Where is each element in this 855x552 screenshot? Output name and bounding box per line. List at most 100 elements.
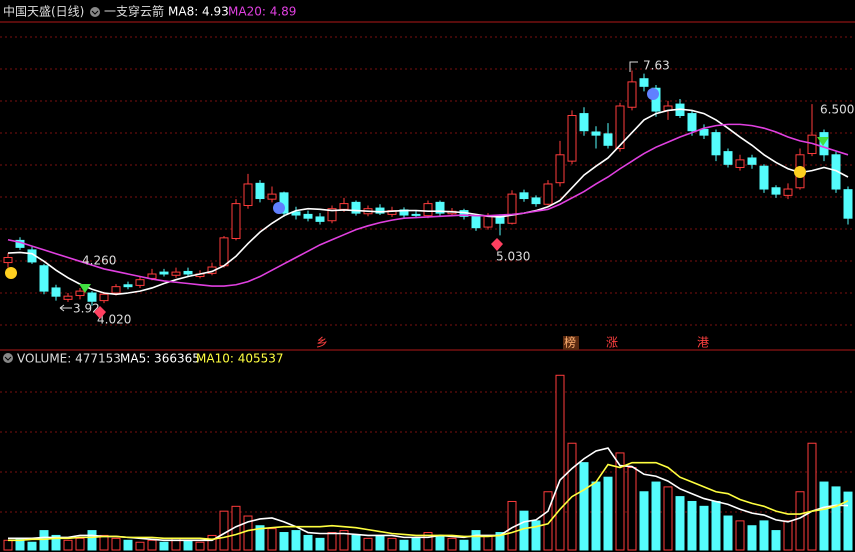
volume-bar — [87, 530, 97, 551]
menu-arrow — [4, 356, 12, 361]
volume-bar — [663, 486, 673, 551]
volume-bar — [495, 532, 505, 551]
candle-body — [579, 113, 589, 132]
volume-bar — [807, 442, 817, 551]
candle-body — [123, 284, 133, 288]
volume-bar — [543, 491, 553, 551]
annotation-arrow — [59, 304, 72, 312]
legend-entry: MA5: 366365 — [120, 352, 200, 366]
volume-bar — [795, 491, 805, 551]
candle-body — [99, 293, 109, 302]
candle-body — [699, 128, 709, 136]
event-marker[interactable]: 榜 — [564, 335, 576, 350]
menu-icon[interactable] — [90, 7, 100, 17]
candle-body — [759, 165, 769, 190]
volume-bar — [591, 481, 601, 551]
event-marker[interactable]: 港 — [697, 336, 709, 350]
volume-bar — [687, 500, 697, 551]
volume-bar — [711, 500, 721, 551]
candle-body — [567, 114, 577, 162]
candle-body — [255, 182, 265, 200]
volume-bar — [411, 537, 421, 551]
ma-line — [8, 461, 849, 542]
volume-bar — [447, 537, 457, 551]
volume-bar — [375, 534, 385, 551]
volume-bar — [111, 537, 121, 551]
candle-body — [39, 265, 49, 292]
volume-bar — [771, 530, 781, 551]
annotation: 5.030 — [496, 250, 530, 264]
volume-bar — [459, 539, 469, 551]
legend-entry: MA20: 4.89 — [228, 5, 296, 19]
candle-body — [111, 286, 121, 294]
candle-body — [591, 131, 601, 136]
volume-bar — [183, 539, 193, 551]
candle-body — [339, 203, 349, 210]
volume-bar — [579, 462, 589, 551]
legend-entry: MA8: 4.93 — [168, 5, 229, 19]
candle-body — [615, 105, 625, 149]
volume-bar — [327, 532, 337, 551]
annotation: 4.260 — [82, 254, 116, 268]
ma-line — [8, 447, 849, 542]
ma-line — [7, 108, 849, 296]
candle-body — [531, 197, 541, 205]
volume-bar — [75, 537, 85, 551]
event-marker[interactable]: 乡 — [316, 336, 328, 350]
volume-bar — [651, 481, 661, 551]
volume-bar — [303, 534, 313, 551]
annotation-arrow — [629, 61, 638, 72]
volume-bar — [699, 505, 709, 551]
volume-bar — [3, 539, 13, 551]
marker-box — [563, 336, 579, 350]
candle-body — [627, 81, 637, 108]
volume-bar — [555, 374, 565, 551]
candle-body — [171, 271, 181, 276]
candle-body — [327, 208, 337, 222]
volume-bar — [627, 466, 637, 551]
volume-bar — [315, 537, 325, 551]
candle-body — [783, 188, 793, 196]
candle-body — [3, 257, 13, 264]
candle-body — [543, 183, 553, 205]
candle-body — [75, 290, 85, 297]
volume-bar — [51, 534, 61, 551]
candle-body — [291, 211, 301, 216]
candle-body — [315, 216, 325, 222]
volume-bar — [195, 541, 205, 551]
candle-body — [687, 113, 697, 132]
candle-body — [231, 203, 241, 239]
volume-bar — [255, 525, 265, 551]
volume-bar — [603, 476, 613, 551]
volume-title: VOLUME: 477153 — [17, 352, 121, 366]
legend-entry: MA10: 405537 — [196, 352, 284, 366]
volume-bar — [279, 532, 289, 551]
volume-bar — [291, 530, 301, 551]
volume-bar — [519, 510, 529, 551]
volume-bar — [615, 452, 625, 551]
candle-body — [771, 187, 781, 195]
annotation: 7.63 — [643, 59, 670, 73]
volume-bar — [219, 510, 229, 551]
volume-bar — [63, 539, 73, 551]
indicator-name: 一支穿云箭 — [104, 4, 164, 19]
menu-icon[interactable] — [3, 353, 13, 363]
candle-body — [159, 271, 169, 275]
annotation: 3.92 — [73, 302, 100, 316]
volume-bar — [243, 515, 253, 551]
event-marker[interactable]: 涨 — [606, 335, 618, 350]
candle-body — [135, 279, 145, 286]
candle-body — [711, 132, 721, 156]
volume-bar — [39, 530, 49, 551]
candle-body — [723, 151, 733, 165]
volume-panel — [3, 374, 853, 551]
volume-bar — [123, 539, 133, 551]
volume-bar — [207, 534, 217, 551]
candle-body — [747, 157, 757, 165]
candle-body — [519, 192, 529, 200]
candle-body — [507, 193, 517, 224]
menu-arrow — [91, 10, 99, 15]
candle-body — [555, 154, 565, 184]
volume-bar — [675, 496, 685, 551]
